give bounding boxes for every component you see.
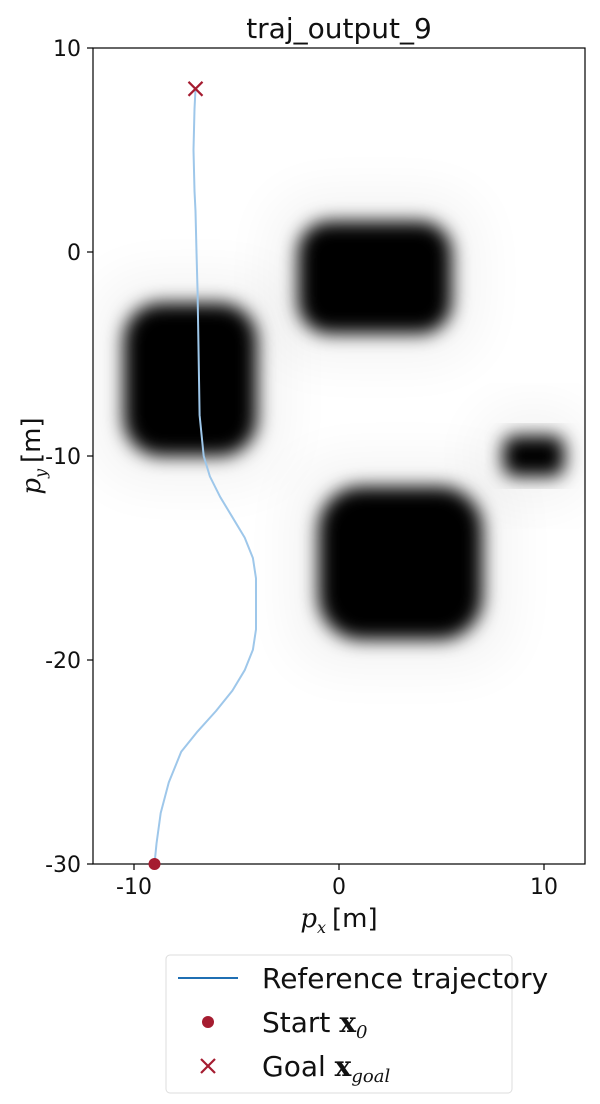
legend-label: Start x0 [262, 1006, 367, 1043]
series-line-reference-trajectory [153, 88, 257, 864]
y-axis-ticks: 10 0 -10 -20 -30 [45, 37, 93, 878]
y-axis-unit: [m] [17, 417, 47, 463]
start-marker [148, 858, 161, 870]
legend-label: Reference trajectory [262, 962, 548, 995]
goal-marker [187, 81, 204, 97]
obstacle-1 [298, 221, 452, 334]
x-axis-ticks: -10 0 10 [116, 864, 558, 900]
y-axis-label: py [m] [17, 417, 50, 494]
legend-label-text: Goal [262, 1050, 335, 1083]
legend-goal-swatch [200, 1058, 216, 1074]
y-tick-label: 10 [53, 37, 81, 62]
obstacle-4 [503, 435, 565, 477]
x-tick-label: -10 [116, 875, 152, 900]
legend-goal-stroke-2 [200, 1058, 216, 1074]
goal-marker-stroke-2 [187, 81, 204, 97]
chart-title: traj_output_9 [246, 12, 432, 45]
y-axis-symbol: p [17, 478, 47, 495]
y-tick-label: -10 [45, 445, 81, 470]
legend-label: Goal xgoal [262, 1050, 390, 1087]
cost-heatmap [98, 196, 585, 665]
y-tick-label: 0 [67, 241, 81, 266]
marker-layer [148, 81, 204, 870]
legend-label-math: x [339, 1006, 356, 1039]
obstacle-2 [123, 303, 257, 456]
legend-label-subscript: goal [351, 1066, 390, 1087]
legend-start-swatch [202, 1016, 214, 1028]
legend-label-subscript: 0 [356, 1022, 367, 1043]
legend-label-text: Start [262, 1006, 339, 1039]
x-axis-symbol: p [300, 904, 317, 934]
y-axis-subscript: y [31, 468, 50, 479]
x-axis-unit: [m] [332, 904, 378, 934]
y-tick-label: -30 [45, 853, 81, 878]
obstacle-3 [318, 486, 483, 640]
x-axis-subscript: x [317, 918, 326, 937]
series-layer [153, 88, 257, 864]
legend-frame [165, 954, 513, 1094]
x-axis-label: px [m] [300, 904, 377, 937]
legend-label-math: x [335, 1050, 352, 1083]
x-tick-label: 0 [332, 875, 346, 900]
legend-label-text: Reference trajectory [262, 962, 548, 995]
y-tick-label: -20 [45, 649, 81, 674]
x-tick-label: 10 [530, 875, 558, 900]
